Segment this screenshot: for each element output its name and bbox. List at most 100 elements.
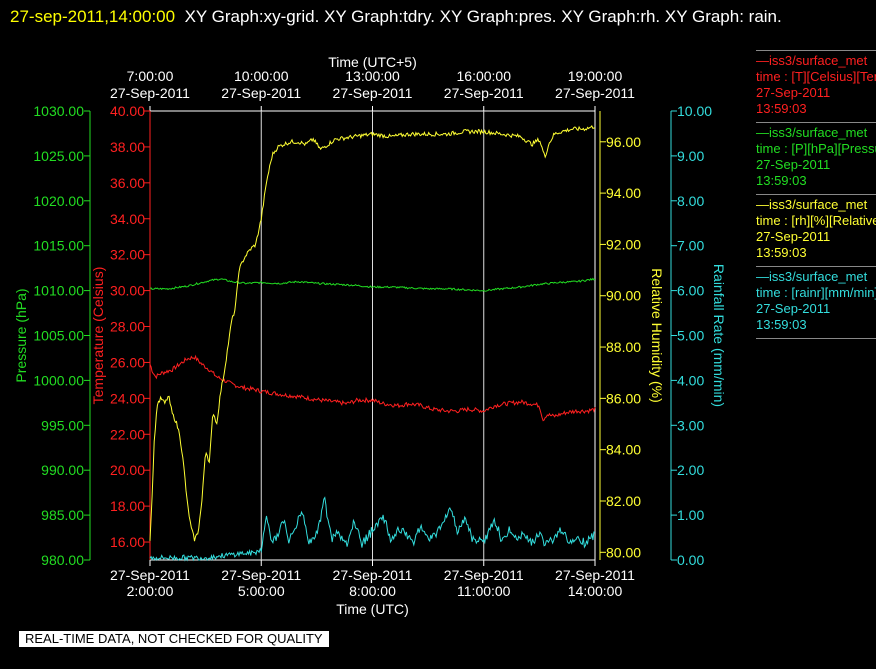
legend-separator [756,266,876,267]
y-tick-label-rain: 9.00 [677,148,704,164]
series-line-pres [149,277,596,292]
y-tick-label-rain: 4.00 [677,372,704,388]
timestamp: 27-sep-2011,14:00:00 [10,7,176,26]
x-top-tick-label-time: 13:00:00 [345,68,400,84]
y-tick-label-rain: 8.00 [677,193,704,209]
x-tick-label-date: 27-Sep-2011 [110,567,190,583]
y-tick-label-rain: 1.00 [677,507,704,523]
x-tick-label-date: 27-Sep-2011 [221,567,301,583]
legend-line2: time : [P][hPa][Pressure] [756,141,876,156]
x-tick-label-time: 14:00:00 [568,583,623,599]
y-tick-label-temp: 28.00 [110,319,145,335]
y-tick-label-rain: 2.00 [677,462,704,478]
y-tick-label-pres: 1030.00 [33,103,84,119]
x-top-tick-label-date: 27-Sep-2011 [555,85,635,101]
y-axis-label-temp: Temperature (Celsius) [90,267,106,405]
y-tick-label-rh: 90.00 [606,288,641,304]
x-tick-label-time: 11:00:00 [457,583,511,599]
y-axis-label-rain: Rainfall Rate (mm/min) [711,264,727,407]
legend-separator [756,122,876,123]
legend-line4: 13:59:03 [756,173,807,188]
y-tick-label-rh: 80.00 [606,544,641,560]
y-tick-label-temp: 34.00 [110,211,145,227]
y-tick-label-rh: 96.00 [606,134,641,150]
y-tick-label-rh: 82.00 [606,493,641,509]
y-tick-label-pres: 980.00 [41,552,84,568]
legend-line2: time : [rh][%][Relative Humidity] [756,213,876,228]
x-tick-label-time: 5:00:00 [238,583,285,599]
graph-list: XY Graph:xy-grid. XY Graph:tdry. XY Grap… [184,7,782,26]
legend-separator [756,338,876,339]
x-axis-label-top: Time (UTC+5) [328,54,417,70]
x-top-tick-label-date: 27-Sep-2011 [221,85,301,101]
y-tick-label-temp: 24.00 [110,390,145,406]
y-tick-label-pres: 985.00 [41,507,84,523]
legend-line4: 13:59:03 [756,317,807,332]
x-top-tick-label-time: 19:00:00 [568,68,623,84]
y-tick-label-temp: 38.00 [110,139,145,155]
series-line-rh [149,124,595,542]
y-tick-label-rain: 7.00 [677,238,704,254]
y-tick-label-rh: 88.00 [606,339,641,355]
y-tick-label-temp: 40.00 [110,103,145,119]
x-top-tick-label-date: 27-Sep-2011 [110,85,190,101]
y-tick-label-pres: 1010.00 [33,283,84,299]
y-tick-label-temp: 36.00 [110,175,145,191]
y-tick-label-pres: 1000.00 [33,372,84,388]
y-tick-label-temp: 30.00 [110,283,145,299]
y-tick-label-pres: 1005.00 [33,328,84,344]
legend-line3: 27-Sep-2011 [756,301,831,316]
x-top-tick-label-time: 7:00:00 [127,68,174,84]
y-tick-label-pres: 1015.00 [33,238,84,254]
series-line-temp [149,354,596,422]
y-tick-label-rh: 92.00 [606,236,641,252]
x-top-tick-label-date: 27-Sep-2011 [444,85,524,101]
y-tick-label-temp: 16.00 [110,534,145,550]
y-tick-label-temp: 32.00 [110,247,145,263]
x-tick-label-date: 27-Sep-2011 [444,567,524,583]
legend-line3: 27-Sep-2011 [756,229,831,244]
y-tick-label-pres: 1025.00 [33,148,84,164]
y-tick-label-temp: 20.00 [110,462,145,478]
y-tick-label-temp: 18.00 [110,498,145,514]
legend-line3: 27-Sep-2011 [756,85,831,100]
x-axis-label-bottom: Time (UTC) [336,601,409,617]
legend-line1: —iss3/surface_met [756,125,868,140]
y-tick-label-rain: 5.00 [677,328,704,344]
legend-line3: 27-Sep-2011 [756,157,831,172]
x-top-tick-label-time: 16:00:00 [457,68,512,84]
quality-banner: REAL-TIME DATA, NOT CHECKED FOR QUALITY [19,631,329,647]
legend-separator [756,50,876,51]
x-top-tick-label-time: 10:00:00 [234,68,289,84]
y-tick-label-rain: 6.00 [677,283,704,299]
x-tick-label-time: 8:00:00 [349,583,396,599]
y-tick-label-rain: 3.00 [677,417,704,433]
plot-title: 27-sep-2011,14:00:00 XY Graph:xy-grid. X… [10,3,860,30]
y-axis-label-pres: Pressure (hPa) [13,288,29,382]
y-tick-label-rh: 86.00 [606,390,641,406]
legend-line1: —iss3/surface_met [756,53,868,68]
legend-line1: —iss3/surface_met [756,269,868,284]
legend-line1: —iss3/surface_met [756,197,868,212]
x-tick-label-date: 27-Sep-2011 [333,567,413,583]
x-tick-label-date: 27-Sep-2011 [555,567,635,583]
y-tick-label-temp: 26.00 [110,354,145,370]
legend-line2: time : [T][Celsius][Temperature] [756,69,876,84]
x-top-tick-label-date: 27-Sep-2011 [333,85,413,101]
legend-line4: 13:59:03 [756,245,807,260]
y-axis-label-rh: Relative Humidity (%) [649,268,665,403]
y-tick-label-rh: 94.00 [606,185,641,201]
y-tick-label-rh: 84.00 [606,442,641,458]
y-tick-label-temp: 22.00 [110,426,145,442]
y-tick-label-rain: 0.00 [677,552,704,568]
y-tick-label-pres: 990.00 [41,462,84,478]
y-tick-label-rain: 10.00 [677,103,712,119]
x-tick-label-time: 2:00:00 [127,583,174,599]
legend-separator [756,194,876,195]
legend-line2: time : [rainr][mm/min][Rainfall Rate] [756,285,876,300]
legend-entry: —iss3/surface_met time : [rh][%][Relative… [756,197,876,261]
